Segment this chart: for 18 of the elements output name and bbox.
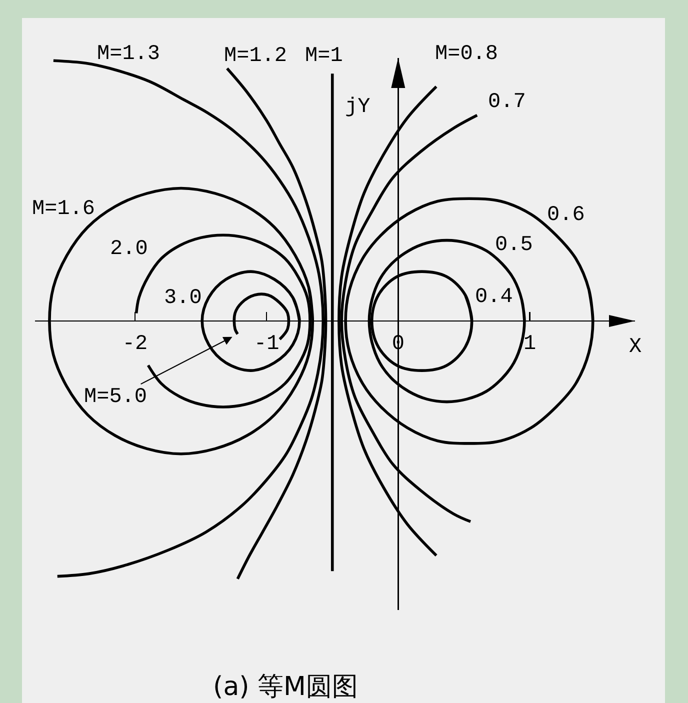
series-label: 0.6	[547, 204, 585, 227]
series-label: 0.4	[475, 286, 513, 309]
series-label: 0.5	[495, 234, 533, 257]
x-tick-label: -2	[122, 333, 148, 356]
y-axis-title: jY	[345, 96, 371, 119]
series-label: M=1.3	[97, 43, 160, 66]
series-label: 0.7	[488, 91, 526, 114]
x-axis-title: X	[629, 336, 642, 359]
series-label: M=1	[305, 45, 343, 68]
x-tick-label: 1	[523, 333, 536, 356]
series-label: M=1.2	[224, 45, 288, 68]
x-tick-label: -1	[254, 333, 280, 356]
series-label: 3.0	[164, 287, 202, 310]
series-label: M=1.6	[32, 198, 96, 221]
series-label: M=0.8	[435, 43, 498, 66]
series-label: 2.0	[110, 238, 148, 261]
text: M=5.0	[84, 386, 148, 409]
text: (a) 等M圆图	[213, 672, 358, 702]
